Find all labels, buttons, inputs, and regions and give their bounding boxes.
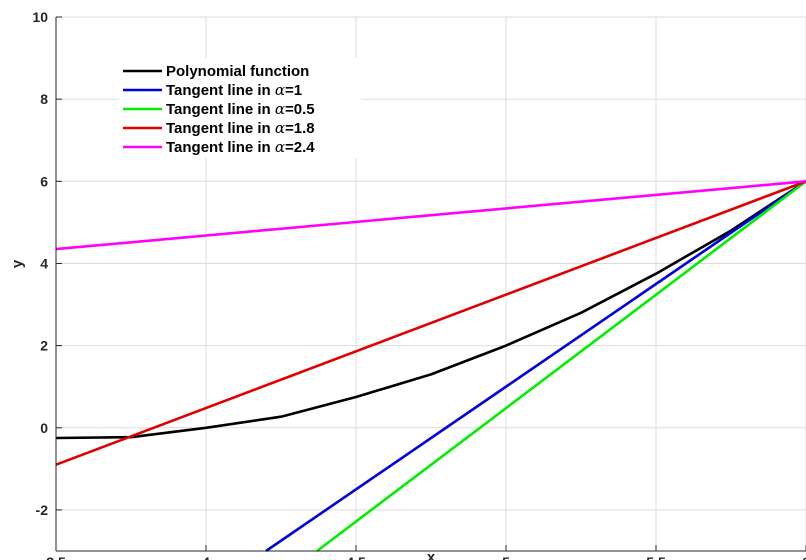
legend-entry-0: Polynomial function xyxy=(166,63,309,80)
legend-entry-value-4: =2.4 xyxy=(285,139,315,156)
legend-entry-value-3: =1.8 xyxy=(285,120,315,137)
y-tick-label-1: 0 xyxy=(40,420,48,436)
series-line-1 xyxy=(265,180,806,553)
legend-entry-4: Tangent line in α=2.4 xyxy=(166,138,315,156)
y-tick-label-3: 4 xyxy=(40,255,48,271)
y-tick-label-5: 8 xyxy=(40,91,48,107)
legend-entry-value-1: =1 xyxy=(285,82,302,99)
series-line-4 xyxy=(55,180,806,251)
legend-entry-symbol-4: α xyxy=(275,138,285,156)
legend-entry-text-1: Tangent line in xyxy=(166,82,275,99)
x-tick-label-2: 4.5 xyxy=(346,554,366,560)
legend-entry-1: Tangent line in α=1 xyxy=(166,81,302,99)
legend-entry-text-4: Tangent line in xyxy=(166,139,275,156)
series-line-3 xyxy=(55,180,806,466)
legend-entry-symbol-2: α xyxy=(275,100,285,118)
y-tick-label-4: 6 xyxy=(40,173,48,189)
tick-labels: 3.5 4 4.5 5 5.5 6 -2 0 2 4 6 8 10 xyxy=(32,9,806,560)
series-line-0 xyxy=(55,180,806,440)
legend-entry-2: Tangent line in α=0.5 xyxy=(166,100,315,118)
legend-entry-symbol-3: α xyxy=(275,119,285,137)
x-tick-label-4: 5.5 xyxy=(646,554,666,560)
y-tick-label-6: 10 xyxy=(32,9,48,25)
y-tick-label-2: 2 xyxy=(40,338,48,354)
y-tick-label-0: -2 xyxy=(36,502,49,518)
x-tick-label-5: 6 xyxy=(802,554,806,560)
series-line-2 xyxy=(316,180,806,553)
legend-entry-3: Tangent line in α=1.8 xyxy=(166,119,315,137)
legend-entry-value-2: =0.5 xyxy=(285,101,315,118)
x-tick-label-3: 5 xyxy=(502,554,510,560)
y-axis-label: y xyxy=(9,259,26,268)
legend-entry-symbol-1: α xyxy=(275,81,285,99)
legend-entry-text-0: Polynomial function xyxy=(166,63,309,80)
x-axis-label: x xyxy=(427,549,436,560)
x-tick-label-0: 3.5 xyxy=(46,554,66,560)
series-lines xyxy=(55,180,806,553)
legend-entry-text-3: Tangent line in xyxy=(166,120,275,137)
x-tick-label-1: 4 xyxy=(202,554,210,560)
plot-axes xyxy=(55,16,806,552)
legend-entry-text-2: Tangent line in xyxy=(166,101,275,118)
